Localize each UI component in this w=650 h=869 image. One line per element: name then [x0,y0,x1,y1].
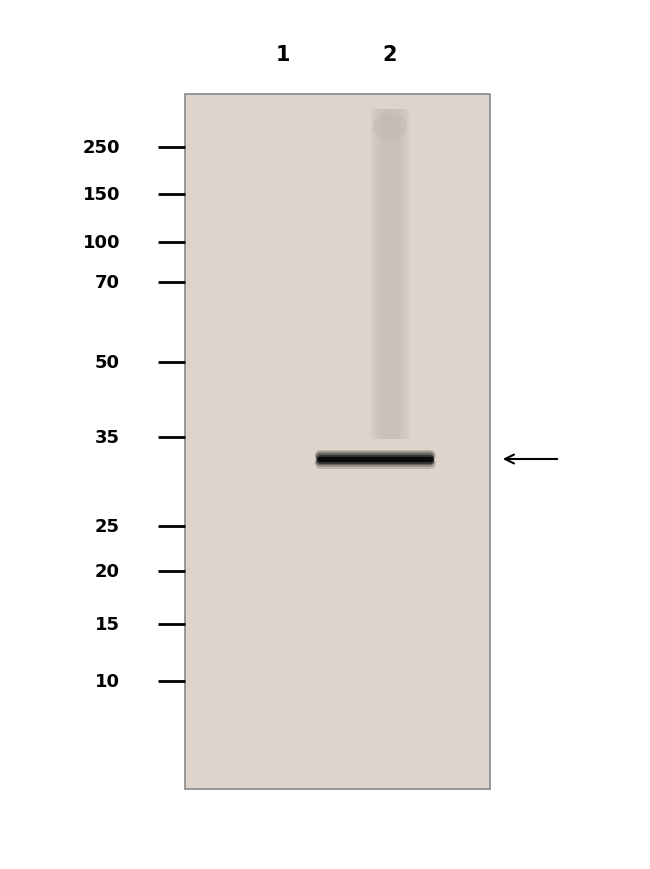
Bar [373,109,407,440]
Bar [371,109,409,440]
Bar [380,109,400,440]
Text: 10: 10 [95,673,120,690]
Bar [382,109,398,440]
Text: 100: 100 [83,234,120,252]
Text: 2: 2 [383,45,397,65]
Text: 1: 1 [276,45,291,65]
Text: 250: 250 [83,139,120,156]
Text: 150: 150 [83,186,120,203]
Ellipse shape [373,114,407,142]
Text: 20: 20 [95,562,120,580]
Bar [376,109,404,440]
Bar [378,109,402,440]
Text: 25: 25 [95,517,120,535]
Text: 15: 15 [95,615,120,634]
Text: 50: 50 [95,354,120,372]
Bar [185,95,490,789]
Text: 70: 70 [95,274,120,292]
Text: 35: 35 [95,428,120,447]
